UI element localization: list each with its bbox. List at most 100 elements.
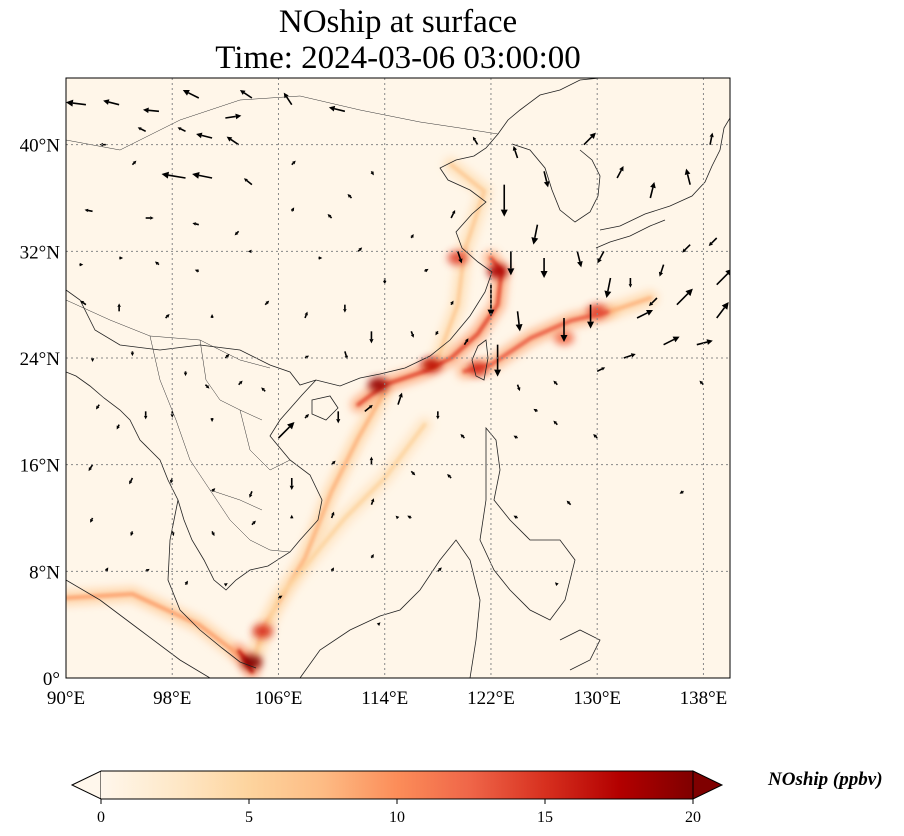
longitude-tick-label: 122°E xyxy=(467,688,515,709)
wind-arrow xyxy=(226,136,240,146)
wind-arrow xyxy=(131,160,137,166)
wind-arrow xyxy=(553,420,558,426)
coastline-sulawesi xyxy=(559,629,601,671)
wind-arrow xyxy=(424,268,429,273)
wind-arrow xyxy=(512,146,519,159)
coastline-sumatra xyxy=(66,579,211,678)
wind-arrow xyxy=(234,230,240,236)
latitude-tick-label: 8°N xyxy=(29,562,60,583)
wind-arrow xyxy=(79,262,84,267)
wind-arrow xyxy=(450,300,454,306)
wind-arrow xyxy=(566,500,572,506)
wind-arrow xyxy=(249,491,253,498)
coastline-borneo xyxy=(299,539,481,678)
longitude-tick-label: 98°E xyxy=(153,688,191,709)
wind-arrow xyxy=(211,530,215,537)
coastline-hainan xyxy=(311,395,339,421)
wind-arrow xyxy=(183,371,188,377)
coastline-indochina xyxy=(66,371,323,591)
wind-arrow xyxy=(142,107,160,114)
ship-lane xyxy=(249,422,427,667)
wind-arrow xyxy=(370,554,374,559)
wind-arrow xyxy=(196,132,213,139)
map-frame xyxy=(65,77,731,679)
wind-arrow xyxy=(395,515,400,520)
wind-arrow xyxy=(336,411,341,424)
emission-hotspot xyxy=(587,304,608,319)
wind-arrow xyxy=(410,234,414,239)
wind-arrow xyxy=(369,331,374,344)
coastline-japan xyxy=(599,117,730,231)
concentration-field xyxy=(66,156,659,678)
wind-vectors xyxy=(66,90,730,626)
wind-arrow xyxy=(682,244,691,253)
wind-arrow xyxy=(130,531,134,537)
colorbar-tick-label: 15 xyxy=(537,809,553,826)
wind-arrow xyxy=(604,277,612,298)
emission-hotspot xyxy=(252,624,273,639)
wind-arrow xyxy=(596,367,606,373)
wind-arrow xyxy=(533,408,538,413)
wind-arrow xyxy=(291,160,296,166)
emission-hotspot xyxy=(368,377,389,392)
wind-arrow xyxy=(716,302,729,319)
longitude-ticks: 90°E 98°E 106°E 114°E 122°E 130°E 138°E xyxy=(47,688,727,709)
wind-arrow xyxy=(397,392,403,405)
wind-arrow xyxy=(278,595,283,599)
longitude-tick-label: 106°E xyxy=(255,688,303,709)
wind-arrow xyxy=(410,331,415,338)
colorbar-extend-low xyxy=(70,770,102,800)
wind-arrow xyxy=(88,464,94,472)
wind-arrow xyxy=(283,92,293,106)
wind-arrow xyxy=(290,514,294,519)
wind-arrow xyxy=(463,338,469,346)
wind-arrow xyxy=(436,411,440,420)
wind-arrow xyxy=(161,171,186,179)
wind-arrow xyxy=(696,339,713,346)
wind-arrow xyxy=(513,515,518,519)
wind-arrow xyxy=(84,208,93,213)
emission-hotspot xyxy=(467,361,488,376)
wind-arrow xyxy=(204,384,210,389)
wind-arrow xyxy=(593,434,598,439)
wind-arrow xyxy=(357,247,363,252)
wind-arrow xyxy=(500,184,508,217)
wind-arrow xyxy=(553,380,558,386)
wind-arrow xyxy=(137,127,147,133)
wind-arrow xyxy=(211,488,216,492)
wind-arrow xyxy=(130,351,135,357)
wind-arrow xyxy=(238,380,243,386)
wind-arrow xyxy=(66,99,87,107)
wind-arrow xyxy=(540,258,548,278)
wind-arrow xyxy=(407,515,412,519)
emission-hotspot xyxy=(447,251,468,265)
wind-arrow xyxy=(628,278,633,288)
wind-arrow xyxy=(289,478,294,490)
wind-arrow xyxy=(507,251,515,276)
wind-arrow xyxy=(648,297,658,306)
wind-arrow xyxy=(194,269,200,273)
latitude-ticks: 0° 8°N 16°N 24°N 32°N 40°N xyxy=(20,136,61,690)
wind-arrow xyxy=(116,424,120,430)
wind-arrow xyxy=(251,520,256,526)
wind-arrow xyxy=(515,311,523,332)
wind-arrow xyxy=(223,583,228,587)
emission-hotspot xyxy=(487,264,508,279)
wind-arrow xyxy=(145,216,154,220)
latitude-tick-label: 24°N xyxy=(20,349,61,370)
wind-arrow xyxy=(709,132,714,145)
coastline-china xyxy=(66,78,601,387)
wind-arrow xyxy=(513,435,518,439)
longitude-tick-label: 114°E xyxy=(361,688,408,709)
ship-lane xyxy=(608,296,653,314)
wind-arrow xyxy=(447,474,452,479)
wind-arrow xyxy=(435,330,439,336)
wind-arrow xyxy=(261,387,266,392)
wind-arrow xyxy=(649,182,656,199)
wind-arrow xyxy=(225,113,242,120)
wind-arrow xyxy=(290,207,295,212)
wind-arrow xyxy=(370,498,375,505)
wind-arrow xyxy=(663,336,680,346)
wind-arrow xyxy=(119,256,124,260)
